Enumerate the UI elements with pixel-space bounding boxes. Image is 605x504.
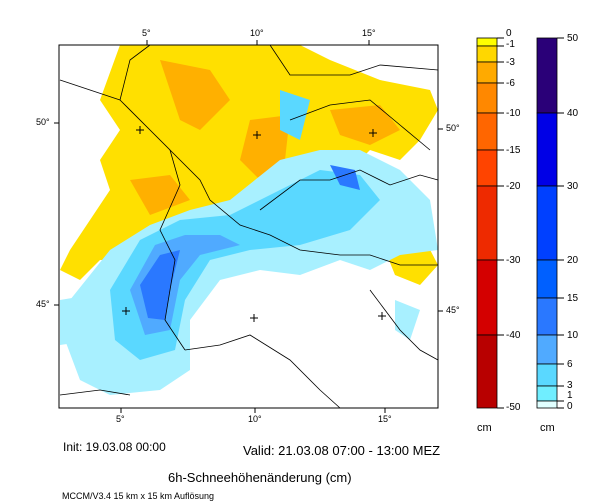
lat-label-right: 45° bbox=[446, 305, 460, 315]
colorbar-label: -40 bbox=[506, 330, 521, 341]
graticule-ticks bbox=[54, 40, 443, 413]
colorbar-swatch bbox=[536, 363, 558, 387]
colorbar-label: -50 bbox=[506, 402, 521, 413]
colorbar-swatch bbox=[476, 82, 498, 114]
colorbar-label: 0 bbox=[506, 28, 512, 39]
colorbar-swatch bbox=[536, 185, 558, 261]
model-info: MCCM/V3.4 15 km x 15 km Auflösung bbox=[62, 491, 215, 501]
lat-label-left: 45° bbox=[36, 299, 50, 309]
country-border bbox=[169, 149, 438, 266]
lon-label-top: 15° bbox=[362, 28, 376, 38]
colorbar-swatch bbox=[536, 112, 558, 187]
colorbar-label: -3 bbox=[506, 57, 515, 68]
colorbar-swatch bbox=[476, 259, 498, 336]
grid-crosses bbox=[122, 126, 386, 322]
colorbar-label: -6 bbox=[506, 78, 515, 89]
lat-label-left: 50° bbox=[36, 117, 50, 127]
colorbar-label: 30 bbox=[567, 181, 579, 192]
colorbar-swatch bbox=[476, 37, 498, 47]
valid-time: Valid: 21.03.08 07:00 - 13:00 MEZ bbox=[243, 443, 441, 458]
colorbar-swatch bbox=[476, 61, 498, 84]
colorbar-swatch bbox=[536, 37, 558, 114]
snow-gain-area bbox=[110, 170, 380, 360]
field-layer bbox=[60, 45, 438, 395]
lat-label-right: 50° bbox=[446, 123, 460, 133]
colorbar-label: 50 bbox=[567, 33, 579, 44]
colorbar-swatch bbox=[476, 112, 498, 151]
snow-loss-area bbox=[330, 105, 400, 145]
colorbar-negative bbox=[476, 37, 504, 409]
lon-label-bottom: 15° bbox=[378, 414, 392, 424]
colorbar-swatch bbox=[536, 385, 558, 402]
snow-gain-area bbox=[330, 165, 360, 190]
colorbar-swatch bbox=[536, 334, 558, 365]
colorbar-label: 10 bbox=[567, 330, 579, 341]
colorbar-label: 6 bbox=[567, 359, 573, 370]
colorbar-swatch bbox=[476, 45, 498, 63]
snow-gain-area bbox=[395, 300, 420, 340]
colorbar-positive bbox=[536, 37, 564, 409]
colorbar-swatch bbox=[476, 149, 498, 187]
lon-label-bottom: 5° bbox=[116, 414, 125, 424]
colorbar-label: -10 bbox=[506, 108, 521, 119]
colorbar-label: 20 bbox=[567, 255, 579, 266]
snow-gain-area bbox=[140, 250, 180, 320]
colorbar-swatch bbox=[536, 400, 558, 409]
colorbar-label: 0 bbox=[567, 401, 573, 412]
colorbar-positive-unit: cm bbox=[540, 422, 555, 434]
country-border bbox=[259, 169, 439, 211]
colorbar-swatch bbox=[476, 185, 498, 261]
snow-loss-area bbox=[130, 175, 190, 215]
colorbar-negative-unit: cm bbox=[477, 422, 492, 434]
snow-gain-area bbox=[60, 295, 95, 345]
colorbar-label: 15 bbox=[567, 293, 579, 304]
country-border bbox=[289, 99, 431, 151]
lon-label-top: 10° bbox=[250, 28, 264, 38]
country-border bbox=[119, 99, 186, 351]
coastline bbox=[184, 334, 341, 409]
lon-label-bottom: 10° bbox=[248, 414, 262, 424]
map-frame bbox=[58, 44, 439, 409]
colorbar-label: -15 bbox=[506, 145, 521, 156]
colorbar-label: -30 bbox=[506, 255, 521, 266]
coastline bbox=[269, 44, 439, 76]
colorbar-label: 1 bbox=[567, 390, 573, 401]
colorbar-label: 40 bbox=[567, 108, 579, 119]
snow-loss-area bbox=[160, 60, 230, 130]
colorbar-label: -20 bbox=[506, 181, 521, 192]
borders-layer bbox=[59, 44, 439, 409]
coastline bbox=[59, 389, 131, 396]
colorbar-swatch bbox=[536, 259, 558, 299]
colorbar-swatch bbox=[536, 297, 558, 336]
colorbar-swatch bbox=[476, 334, 498, 409]
lon-label-top: 5° bbox=[142, 28, 151, 38]
chart-title: 6h-Schneehöhenänderung (cm) bbox=[168, 470, 352, 485]
colorbar-label: 3 bbox=[567, 380, 573, 391]
coastline bbox=[369, 289, 439, 361]
colorbar-label: -1 bbox=[506, 39, 515, 50]
init-time: Init: 19.03.08 00:00 bbox=[63, 440, 166, 454]
snow-gain-area bbox=[280, 90, 310, 140]
